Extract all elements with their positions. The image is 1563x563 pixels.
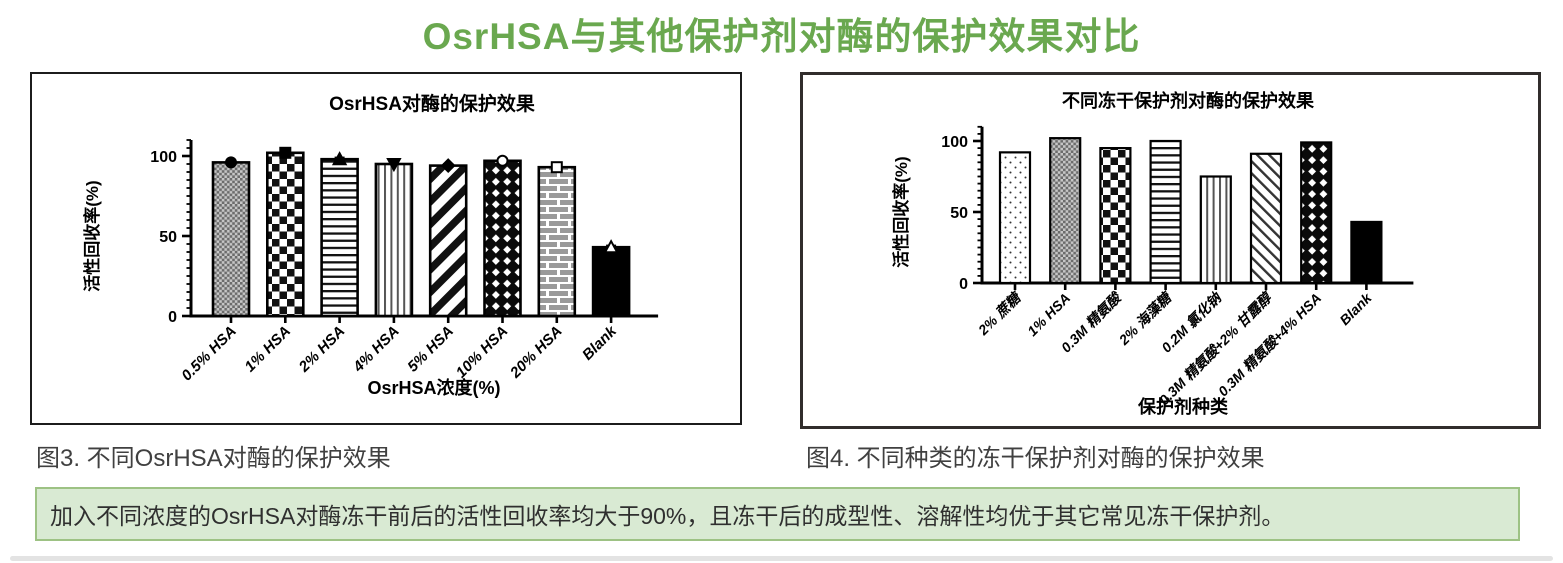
x-axis-title: 保护剂种类 xyxy=(1137,396,1229,417)
figure4-panel: 不同冻干保护剂对酶的保护效果 0 50 100 活性回收率(%) 2% 蔗糖 1% HSA 0… xyxy=(800,72,1541,429)
x-tick-label: 2% 蔗糖 xyxy=(974,288,1025,339)
protectant-bar-chart: 不同冻干保护剂对酶的保护效果 0 50 100 活性回收率(%) 2% 蔗糖 1% HSA 0… xyxy=(891,90,1414,417)
page-title: OsrHSA与其他保护剂对酶的保护效果对比 xyxy=(422,16,1141,57)
y-axis-title: 活性回收率(%) xyxy=(82,180,102,291)
bar xyxy=(374,162,414,318)
figure3-caption: 图3. 不同OsrHSA对酶的保护效果 xyxy=(36,445,391,472)
y-tick-label: 0 xyxy=(959,276,968,293)
x-tick-label: Blank xyxy=(579,322,620,363)
x-tick-label: 20% HSA xyxy=(506,323,565,382)
x-tick-label: 1% HSA xyxy=(241,323,294,376)
osrhsa-bar-chart: OsrHSA对酶的保护效果 0 50 100 活性回收率(%) 0.5% HSA 1% HS… xyxy=(82,92,659,398)
bar-group-7: Blank xyxy=(579,239,631,364)
bar-group-1: 1% HSA xyxy=(241,146,305,376)
y-tick-label: 0 xyxy=(168,309,177,326)
x-tick-label: 4% HSA xyxy=(349,323,402,376)
bar xyxy=(483,159,522,318)
bar-group-7: Blank xyxy=(1336,220,1383,328)
x-tick-label: 0.5% HSA xyxy=(178,323,240,385)
bar xyxy=(1350,220,1383,285)
bar xyxy=(1249,152,1283,285)
x-tick-label: Blank xyxy=(1336,289,1375,328)
bar xyxy=(1300,141,1333,285)
bar xyxy=(1099,146,1132,285)
figure3-panel: OsrHSA对酶的保护效果 0 50 100 活性回收率(%) 0.5% HSA 1% HS… xyxy=(30,72,742,425)
bar xyxy=(998,151,1032,285)
x-axis-title: OsrHSA浓度(%) xyxy=(367,377,500,398)
y-axis-title: 活性回收率(%) xyxy=(891,156,911,267)
bar xyxy=(211,161,251,318)
summary-text: 加入不同浓度的OsrHSA对酶冻干前后的活性回收率均大于90%，且冻干后的成型性… xyxy=(50,503,1285,529)
x-tick-label: 10% HSA xyxy=(453,323,512,382)
summary-note: 加入不同浓度的OsrHSA对酶冻干前后的活性回收率均大于90%，且冻干后的成型性… xyxy=(35,487,1520,541)
bar xyxy=(428,164,468,318)
bar-group-0: 0.5% HSA xyxy=(178,156,251,385)
chart-title: 不同冻干保护剂对酶的保护效果 xyxy=(1062,90,1315,111)
figure4-caption: 图4. 不同种类的冻干保护剂对酶的保护效果 xyxy=(806,445,1265,472)
bar xyxy=(1199,175,1232,285)
x-tick-label: 0.3M 精氨酸+4% HSA xyxy=(1215,290,1325,400)
y-tick-label: 50 xyxy=(950,205,968,222)
y-tick-label: 100 xyxy=(150,149,177,166)
bar xyxy=(320,157,359,318)
x-tick-label: 1% HSA xyxy=(1024,290,1073,339)
bar-group-4: 5% HSA xyxy=(404,158,468,376)
bar xyxy=(591,245,631,318)
bottom-shadow xyxy=(10,556,1553,561)
bar xyxy=(266,151,305,318)
bar xyxy=(1049,137,1082,285)
y-tick-label: 50 xyxy=(159,229,177,246)
bar-group-1: 1% HSA xyxy=(1024,137,1082,339)
chart-title: OsrHSA对酶的保护效果 xyxy=(329,92,535,115)
y-tick-label: 100 xyxy=(941,134,968,151)
x-tick-label: 2% HSA xyxy=(295,323,348,376)
bar xyxy=(537,165,577,318)
bar xyxy=(1149,139,1182,285)
x-tick-label: 5% HSA xyxy=(404,323,457,376)
